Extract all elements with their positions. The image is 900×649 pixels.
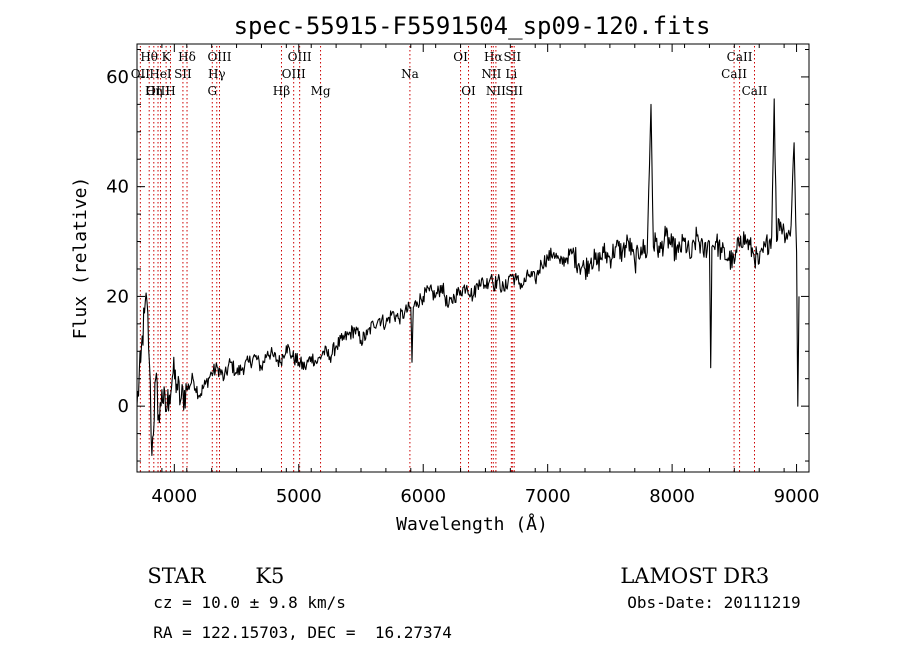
line-marker-label: OIII (207, 50, 231, 64)
coordinates-text: RA = 122.15703, DEC = 16.27374 (153, 623, 452, 642)
y-tick-label: 0 (118, 396, 129, 417)
line-marker-label: Na (401, 67, 419, 81)
line-marker-label: NII (486, 84, 506, 98)
y-tick-label: 20 (106, 286, 129, 307)
line-marker-label: CaII (721, 67, 747, 81)
axis-ticks: 4000 5000 6000 7000 8000 9000 0 20 40 60 (106, 44, 819, 507)
survey-label: LAMOST DR3 (620, 564, 770, 588)
line-marker-label: G (207, 84, 217, 98)
line-markers: Hθ OII OIII K H HeI Hη SII Hδ OIII Hγ G OIII OIII Hβ Mg… (131, 46, 768, 472)
line-marker-label: HeI (149, 67, 172, 81)
line-marker-label: CaII (742, 84, 768, 98)
line-marker-label: SII (503, 50, 521, 64)
line-marker-label: K (162, 50, 172, 64)
line-marker-label: OIII (288, 50, 312, 64)
line-marker-label: Hγ (208, 67, 226, 81)
line-marker-label: OI (461, 84, 476, 98)
line-marker-label: SII (505, 84, 523, 98)
line-marker-label: Hη (145, 84, 163, 98)
line-marker-label: OII (131, 67, 151, 81)
line-marker-label: Hα (484, 50, 503, 64)
line-marker-label: H (165, 84, 175, 98)
spectrum-line (136, 98, 800, 457)
y-tick-label: 60 (106, 67, 129, 88)
line-marker-label: SII (174, 67, 192, 81)
x-tick-label: 8000 (649, 486, 695, 507)
line-marker-label: Li (505, 67, 517, 81)
chart-title: spec-55915-F5591504_sp09-120.fits (234, 12, 711, 40)
line-marker-label: Mg (311, 84, 331, 98)
x-axis-label: Wavelength (Å) (396, 513, 548, 535)
line-marker-label: Hβ (273, 84, 290, 98)
obs-date: Obs-Date: 20111219 (627, 593, 801, 612)
line-marker-label: Hθ (140, 50, 158, 64)
line-marker-label: OI (453, 50, 468, 64)
x-tick-label: 5000 (276, 486, 322, 507)
line-marker-label: Hδ (178, 50, 196, 64)
redshift-text: cz = 10.0 ± 9.8 km/s (153, 593, 346, 612)
object-class: STAR (147, 564, 206, 588)
x-tick-label: 6000 (400, 486, 446, 507)
line-marker-label: OIII (146, 84, 170, 98)
plot-frame (136, 43, 810, 473)
y-axis-label: Flux (relative) (70, 177, 91, 340)
x-tick-label: 4000 (151, 486, 197, 507)
subclass: K5 (255, 564, 285, 588)
line-marker-label: CaII (727, 50, 753, 64)
x-tick-label: 9000 (774, 486, 820, 507)
x-tick-label: 7000 (525, 486, 571, 507)
line-marker-label: OIII (282, 67, 306, 81)
y-tick-label: 40 (106, 177, 129, 198)
line-marker-label: NII (481, 67, 501, 81)
